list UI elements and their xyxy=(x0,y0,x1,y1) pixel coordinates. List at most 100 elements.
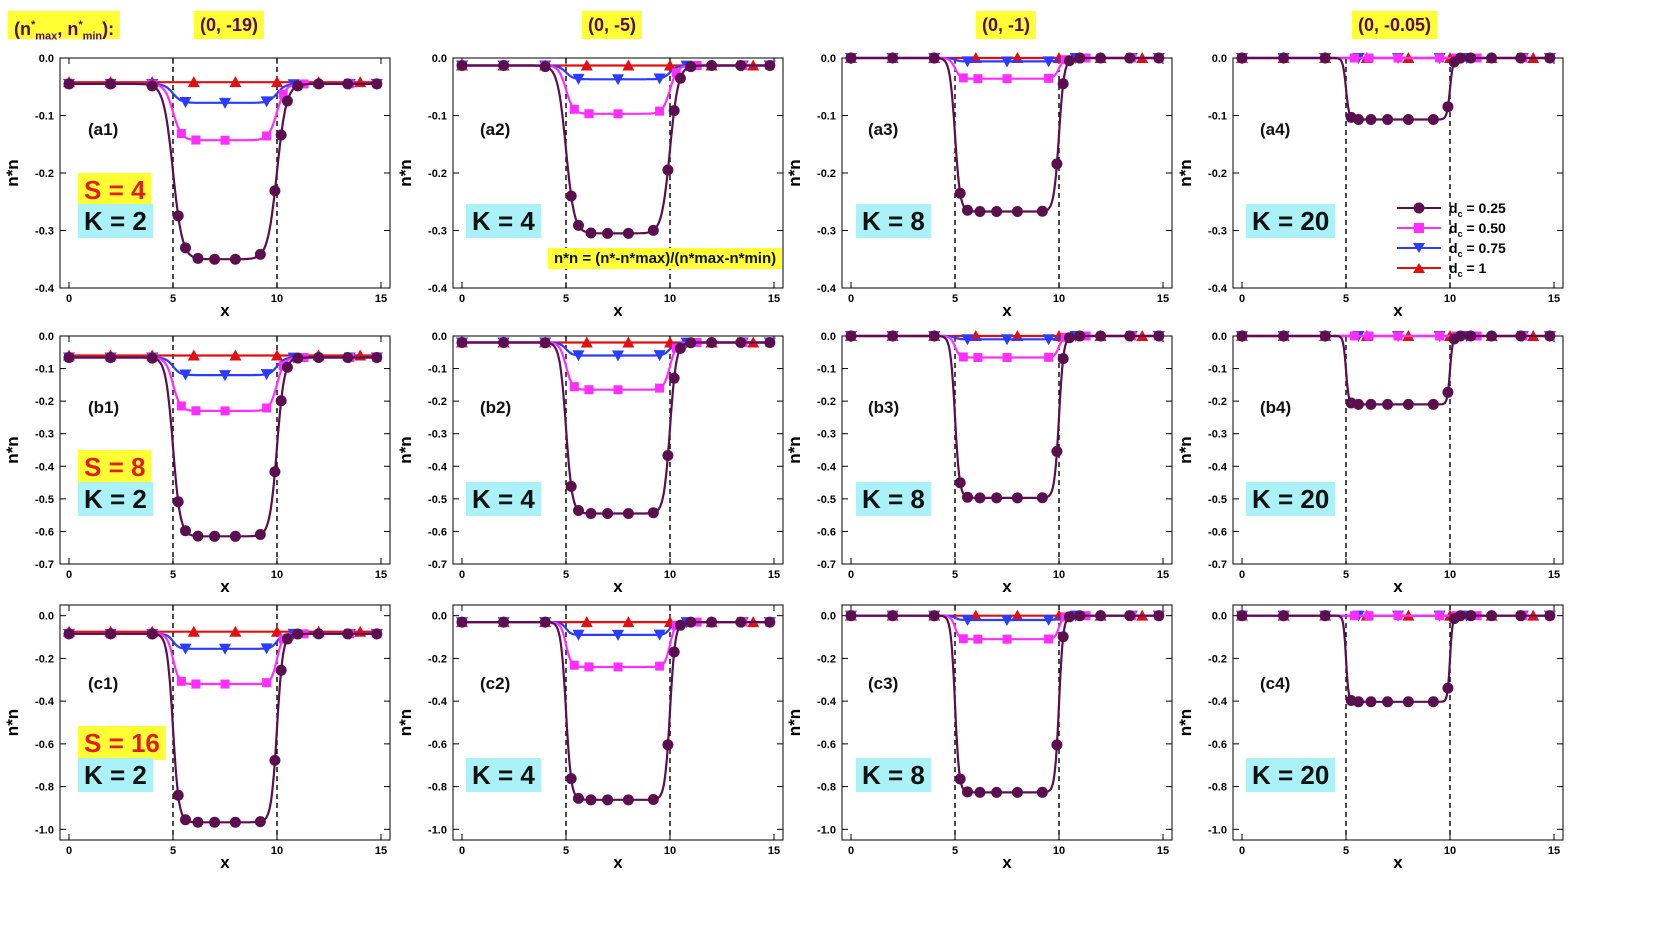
y-tick-label: -0.2 xyxy=(35,653,54,665)
marker-dc-0.25 xyxy=(281,361,293,373)
marker-dc-0.25 xyxy=(706,59,718,71)
x-axis-title: x xyxy=(220,853,230,872)
marker-dc-0.25 xyxy=(172,210,184,222)
column-header-2: (0, -5) xyxy=(582,11,643,39)
k-label-b2: K = 4 xyxy=(466,482,541,516)
marker-dc-1 xyxy=(187,76,200,88)
plot-frame xyxy=(841,604,1173,841)
y-tick-label: 0.0 xyxy=(39,331,54,343)
y-tick-label: -0.2 xyxy=(428,396,447,408)
series-line-dc-0.25 xyxy=(851,614,1163,794)
x-tick-label: 5 xyxy=(170,845,176,857)
marker-dc-0.25 xyxy=(146,80,158,92)
marker-dc-0.75 xyxy=(219,643,231,655)
marker-dc-0.75 xyxy=(612,74,624,86)
y-tick-label: -0.6 xyxy=(817,739,836,751)
marker-dc-0.75 xyxy=(1001,56,1013,68)
marker-dc-0.25 xyxy=(342,78,354,90)
marker-dc-0.25 xyxy=(292,80,304,92)
marker-dc-0.25 xyxy=(539,616,551,628)
marker-dc-1 xyxy=(271,349,283,361)
marker-dc-0.50 xyxy=(584,385,594,395)
x-tick-label: 0 xyxy=(848,845,854,857)
y-axis-title: n*n xyxy=(785,159,804,186)
marker-dc-0.50 xyxy=(569,382,579,392)
marker-dc-0.25 xyxy=(313,351,325,363)
marker-dc-0.25 xyxy=(764,616,776,628)
marker-dc-0.25 xyxy=(602,227,614,239)
y-tick-label: 0.0 xyxy=(432,611,447,623)
marker-dc-0.25 xyxy=(1465,52,1477,64)
panel-id-a2: (a2) xyxy=(480,120,511,139)
marker-dc-0.25 xyxy=(172,789,184,801)
marker-dc-0.50 xyxy=(262,131,272,141)
y-tick-label: -0.5 xyxy=(35,494,54,506)
y-axis-title: n*n xyxy=(3,436,22,463)
panel-b4: 0.0 -0.1 -0.2 -0.3 -0.4 -0.5 -0.6 -0.7 0 5 10 15 x n*… xyxy=(1176,330,1564,596)
x-tick-label: 5 xyxy=(952,569,958,581)
marker-dc-0.25 xyxy=(1544,610,1556,622)
marker-dc-0.25 xyxy=(269,185,281,197)
plot-frame xyxy=(1232,335,1564,565)
marker-dc-0.25 xyxy=(602,508,614,520)
marker-dc-0.25 xyxy=(1036,492,1048,504)
marker-dc-0.25 xyxy=(456,59,468,71)
marker-dc-0.25 xyxy=(192,816,204,828)
marker-dc-0.25 xyxy=(172,496,184,508)
marker-dc-0.50 xyxy=(220,135,230,145)
marker-dc-1 xyxy=(622,616,635,628)
marker-dc-0.50 xyxy=(613,385,623,395)
x-tick-label: 15 xyxy=(1157,293,1169,305)
marker-dc-0.25 xyxy=(764,337,776,349)
x-tick-label: 5 xyxy=(563,845,569,857)
k-label-a2: K = 4 xyxy=(466,204,541,238)
plot-frame xyxy=(841,335,1173,565)
marker-dc-0.25 xyxy=(1486,610,1498,622)
k-label-c4: K = 20 xyxy=(1246,758,1336,792)
marker-dc-0.25 xyxy=(209,530,221,542)
marker-dc-0.25 xyxy=(974,492,986,504)
marker-dc-0.50 xyxy=(1393,53,1403,63)
y-tick-label: 0.0 xyxy=(1212,53,1227,65)
marker-dc-0.25 xyxy=(668,646,680,658)
marker-dc-0.50 xyxy=(958,73,968,83)
marker-dc-0.25 xyxy=(254,816,266,828)
y-tick-label: -0.3 xyxy=(35,429,54,441)
marker-dc-0.25 xyxy=(1427,696,1439,708)
marker-dc-0.25 xyxy=(735,337,747,349)
marker-dc-0.25 xyxy=(1544,330,1556,342)
y-tick-label: -0.3 xyxy=(817,226,836,238)
k-label-c3: K = 8 xyxy=(856,758,931,792)
marker-dc-1 xyxy=(229,625,242,637)
marker-dc-0.25 xyxy=(1515,330,1527,342)
series-line-dc-0.25 xyxy=(851,56,1163,213)
marker-dc-0.50 xyxy=(958,352,968,362)
marker-dc-0.50 xyxy=(220,679,230,689)
marker-dc-1 xyxy=(969,609,982,621)
marker-dc-0.50 xyxy=(176,129,186,139)
x-tick-label: 0 xyxy=(1239,293,1245,305)
y-tick-label: -0.8 xyxy=(35,782,54,794)
marker-dc-0.25 xyxy=(572,792,584,804)
marker-dc-0.25 xyxy=(269,754,281,766)
marker-dc-1 xyxy=(187,625,200,637)
x-axis-title: x xyxy=(1002,301,1012,320)
x-tick-label: 15 xyxy=(768,293,780,305)
y-axis-title: n*n xyxy=(396,709,415,736)
panel-b1: 0.0 -0.1 -0.2 -0.3 -0.4 -0.5 -0.6 -0.7 0 5 10 15 x n*… xyxy=(3,331,391,596)
marker-dc-0.25 xyxy=(647,507,659,519)
k-label-a4: K = 20 xyxy=(1246,204,1336,238)
k-label-b1: K = 2 xyxy=(78,482,153,516)
x-tick-label: 15 xyxy=(375,569,387,581)
y-tick-label: -0.7 xyxy=(817,559,836,571)
x-tick-label: 0 xyxy=(459,293,465,305)
y-tick-label: -0.4 xyxy=(817,696,837,708)
series-line-dc-0.50 xyxy=(462,341,774,391)
marker-dc-0.50 xyxy=(655,383,665,393)
marker-dc-0.25 xyxy=(1319,52,1331,64)
x-tick-label: 5 xyxy=(563,293,569,305)
y-tick-label: -0.3 xyxy=(1208,226,1227,238)
legend-item-1: dc = 1 xyxy=(1393,258,1553,279)
marker-dc-0.25 xyxy=(1382,398,1394,410)
marker-dc-0.25 xyxy=(342,351,354,363)
